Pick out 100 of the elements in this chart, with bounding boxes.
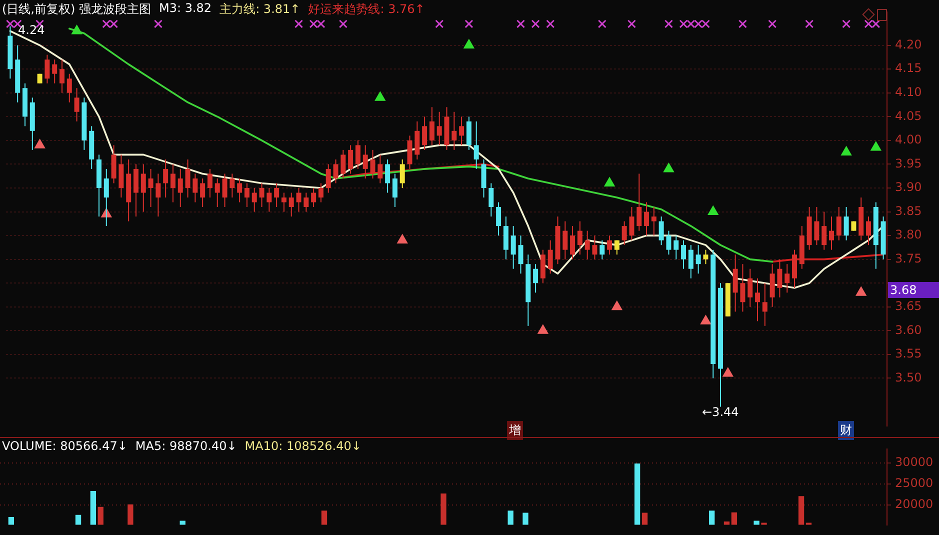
annotation: MA10: 108526.40↓: [244, 439, 362, 453]
candlestick: [252, 187, 257, 212]
candlestick: [230, 173, 235, 198]
candlestick: [52, 59, 58, 84]
candlestick: [304, 192, 309, 212]
point: [154, 20, 162, 28]
candlestick: [577, 220, 582, 256]
candlestick: [488, 182, 494, 218]
annotation: MA5: 98870.40↓: [135, 439, 237, 453]
point: [464, 20, 474, 28]
candlestick: [696, 244, 701, 274]
candlestick: [222, 173, 228, 208]
candlestick: [200, 178, 206, 208]
y-tick-label: 3.55: [895, 346, 922, 361]
candlestick: [622, 220, 627, 246]
candlestick: [407, 135, 412, 170]
point: [6, 20, 14, 28]
point: [856, 286, 866, 296]
candlestick: [784, 264, 790, 294]
point: [864, 20, 873, 28]
candlestick: [237, 178, 242, 203]
annotation: 主力线: 3.81↑: [220, 1, 300, 18]
candlestick: [584, 230, 590, 260]
point: [664, 163, 674, 172]
point: [375, 92, 386, 101]
candlestick: [429, 106, 434, 146]
candlestick: [59, 59, 64, 94]
candlestick: [288, 192, 294, 218]
point: [516, 20, 526, 28]
candlestick: [140, 164, 146, 212]
candlestick: [400, 158, 405, 188]
candlestick: [281, 192, 286, 212]
candlestick: [533, 264, 538, 294]
y-tick-label: 3.60: [895, 322, 922, 337]
chart-title: (日线,前复权) 强龙波段主图: [2, 1, 151, 18]
candlestick: [466, 116, 472, 150]
candlestick: [570, 226, 576, 260]
candlestick: [651, 206, 656, 236]
point: [538, 324, 548, 334]
point: [679, 20, 688, 28]
candlestick: [658, 216, 664, 246]
point: [397, 234, 408, 244]
point: [338, 20, 348, 28]
candlestick: [340, 149, 346, 179]
candlestick: [822, 211, 827, 250]
point: [664, 20, 674, 28]
candlestick: [792, 249, 798, 288]
point: [294, 20, 304, 28]
annotation: ←3.44: [701, 404, 740, 420]
candlestick: [148, 168, 154, 208]
candlestick: [607, 235, 612, 256]
y-tick-label: 3.95: [895, 156, 922, 170]
candlestick: [629, 206, 634, 241]
point: [701, 20, 710, 28]
candlestick: [266, 187, 272, 212]
point: [627, 20, 636, 28]
candlestick: [829, 216, 834, 250]
candlestick: [459, 116, 464, 146]
candlestick: [296, 187, 302, 212]
point: [872, 20, 880, 28]
candlestick: [755, 278, 760, 322]
candlestick: [333, 158, 338, 184]
candlestick: [259, 182, 264, 208]
candlestick: [748, 268, 753, 308]
y-tick-label: 30000: [895, 455, 934, 470]
y-tick-label: 4.00: [895, 132, 922, 147]
candlestick: [762, 282, 768, 326]
y-tick-label: 25000: [895, 476, 934, 490]
candlestick: [74, 88, 80, 122]
point: [841, 146, 852, 156]
annotation: 好运来趋势线: 3.76↑: [308, 1, 425, 18]
candlestick: [436, 111, 442, 146]
annotation: VOLUME: 80566.47↓: [2, 439, 128, 453]
candlestick: [481, 158, 486, 198]
point: [110, 20, 118, 28]
point: [700, 315, 711, 324]
candlestick: [362, 144, 368, 179]
candlestick: [814, 206, 820, 246]
candlestick: [503, 216, 508, 260]
candlestick: [422, 116, 428, 150]
point: [738, 20, 747, 28]
candlestick: [66, 73, 72, 103]
candlestick: [207, 168, 212, 198]
point: [464, 40, 474, 49]
candlestick: [592, 235, 598, 260]
candlestick: [370, 149, 376, 179]
y-tick-label: 4.20: [895, 37, 922, 52]
candlestick: [378, 154, 383, 184]
point: [34, 139, 45, 148]
candlestick: [244, 182, 250, 208]
annotation: M3: 3.82: [159, 1, 212, 17]
candlestick: [44, 54, 50, 84]
candlestick: [636, 173, 642, 232]
point: [604, 177, 615, 186]
candlestick: [133, 164, 138, 218]
point: [722, 368, 733, 377]
point: [598, 20, 606, 28]
candlestick: [703, 249, 708, 265]
text: 3.68: [888, 282, 939, 298]
point: [435, 20, 444, 28]
